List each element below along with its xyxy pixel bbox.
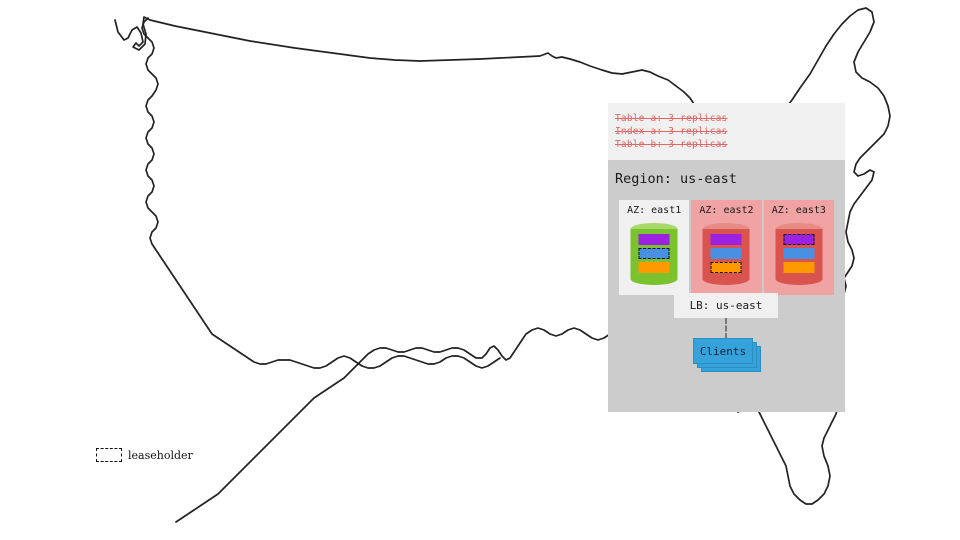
replica-line: Index a: 3 replicas — [615, 126, 728, 137]
az-label: AZ: east2 — [699, 205, 754, 216]
range-table-a — [638, 234, 670, 245]
range-index-a — [710, 248, 742, 259]
replica-list: Table a: 3 replicas Index a: 3 replicas … — [608, 103, 845, 160]
az-label: AZ: east3 — [771, 205, 826, 216]
load-balancer-label: LB: us-east — [689, 299, 763, 312]
replica-line: Table b: 3 replicas — [615, 139, 728, 150]
clients-stack[interactable]: Clients — [693, 338, 761, 374]
database-cylinder-east1 — [630, 223, 678, 285]
legend: leaseholder — [96, 448, 193, 462]
region-body: Region: us-east AZ: east1 AZ: east2 — [608, 160, 845, 412]
az-row: AZ: east1 AZ: east2 — [619, 200, 834, 295]
database-cylinder-east2 — [702, 223, 750, 285]
range-table-a — [710, 234, 742, 245]
range-table-b — [710, 262, 742, 273]
replica-line: Table a: 3 replicas — [615, 113, 728, 124]
range-index-a — [638, 248, 670, 259]
cylinder-bottom-cap — [775, 273, 823, 285]
clients-label: Clients — [699, 344, 747, 358]
database-cylinder-east3 — [775, 223, 823, 285]
az-label: AZ: east1 — [627, 205, 682, 216]
cylinder-bottom-cap — [630, 273, 678, 285]
region-panel: Table a: 3 replicas Index a: 3 replicas … — [608, 103, 845, 412]
range-table-b — [783, 262, 815, 273]
az-box-east1[interactable]: AZ: east1 — [619, 200, 690, 295]
region-title: Region: us-east — [615, 171, 737, 187]
cylinder-bottom-cap — [702, 273, 750, 285]
range-table-a — [783, 234, 815, 245]
az-box-east2[interactable]: AZ: east2 — [691, 200, 762, 295]
load-balancer-box[interactable]: LB: us-east — [674, 293, 778, 318]
dashed-rect-icon — [96, 448, 122, 462]
az-box-east3[interactable]: AZ: east3 — [763, 200, 834, 295]
range-table-b — [638, 262, 670, 273]
legend-label: leaseholder — [128, 448, 193, 462]
clients-card-front: Clients — [693, 338, 753, 364]
range-index-a — [783, 248, 815, 259]
lb-clients-connector — [725, 318, 727, 339]
